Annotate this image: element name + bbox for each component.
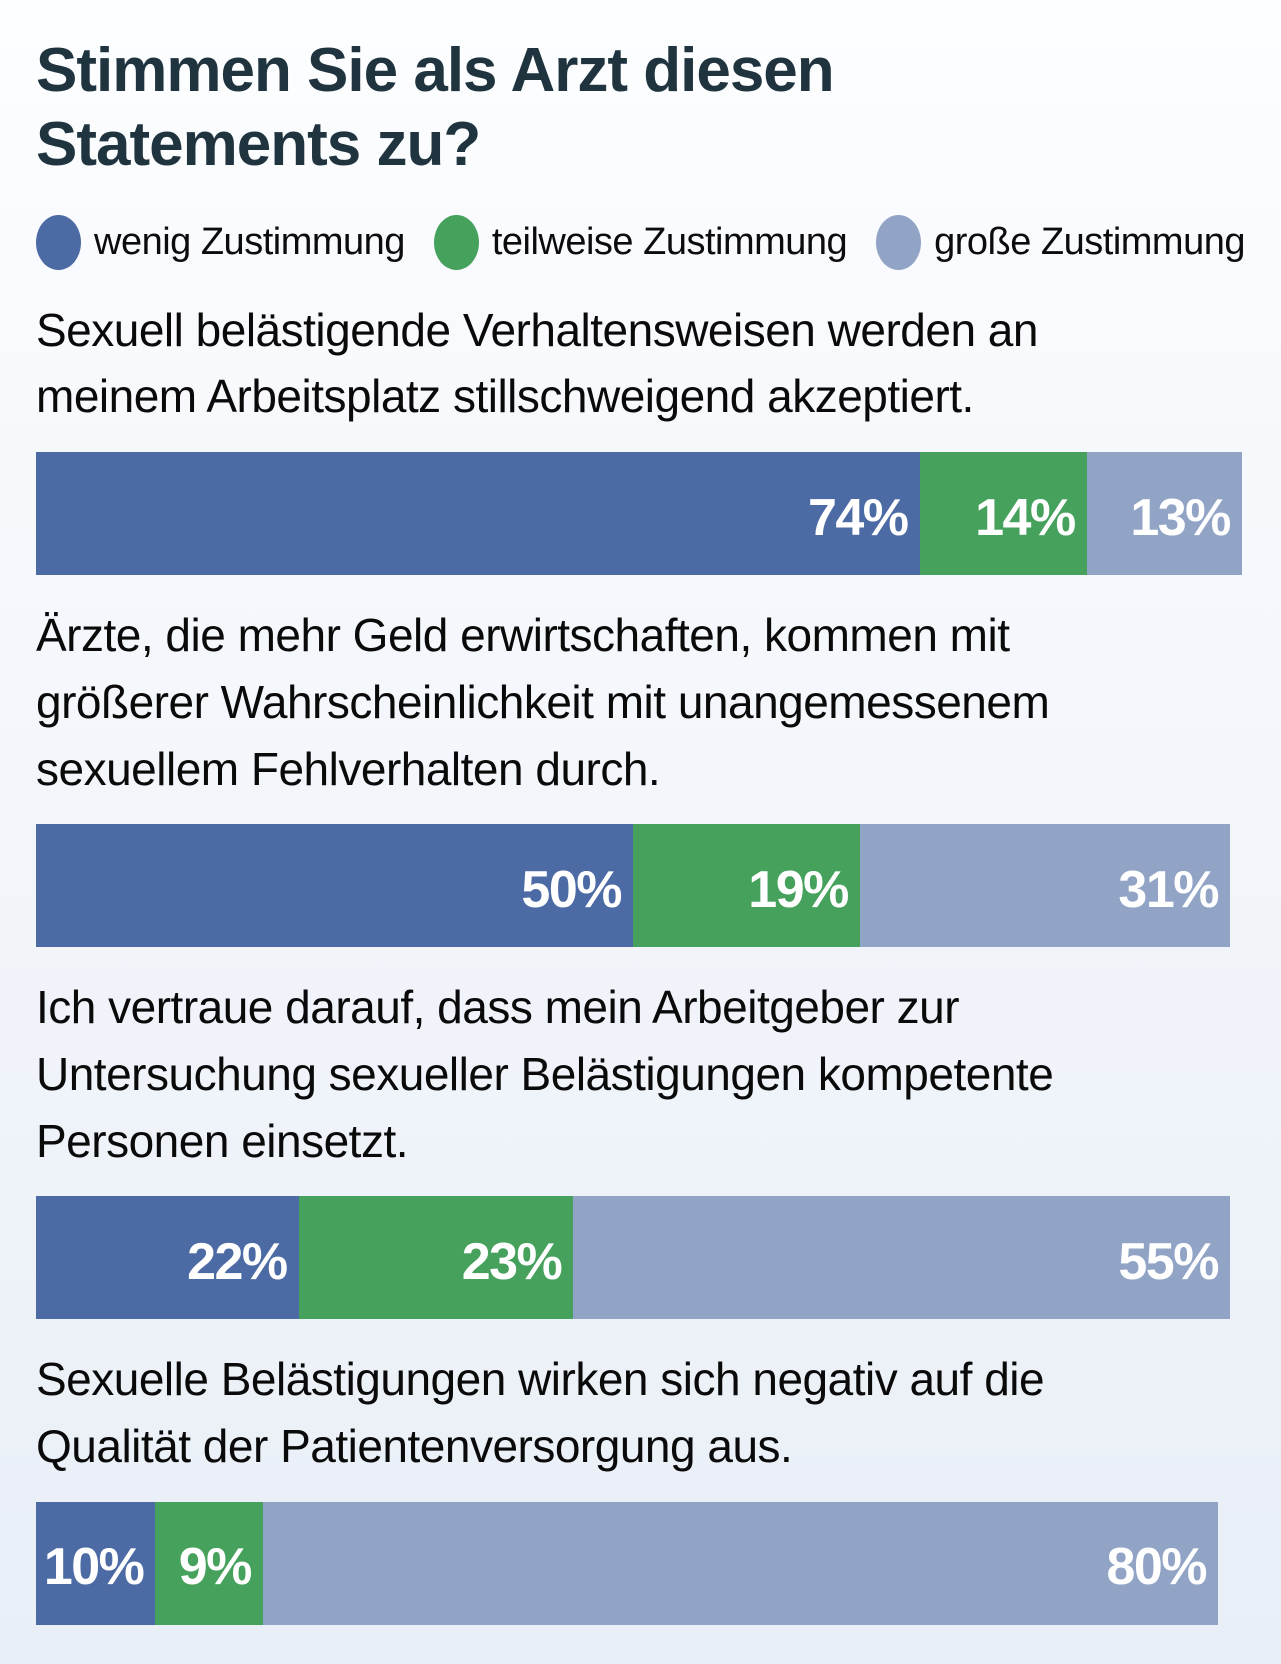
legend: wenig Zustimmung teilweise Zustimmung gr… bbox=[36, 214, 1245, 270]
segment-value-label: 74% bbox=[807, 488, 909, 547]
bar-segment-grosse: 55% bbox=[573, 1196, 1230, 1320]
color-swatch-icon bbox=[433, 214, 479, 270]
bar-segment-teilweise: 9% bbox=[155, 1501, 263, 1625]
stacked-bar: 10% 9% 80% bbox=[36, 1501, 1219, 1625]
bar-segment-grosse: 80% bbox=[262, 1501, 1219, 1625]
stacked-bar: 74% 14% 13% bbox=[36, 452, 1242, 576]
statement-text: Ich vertraue darauf, dass mein Arbeitgeb… bbox=[36, 981, 1054, 1167]
stacked-bar: 22% 23% 55% bbox=[36, 1196, 1230, 1320]
bar-segment-wenig: 74% bbox=[36, 452, 920, 576]
legend-label: wenig Zustimmung bbox=[94, 220, 405, 263]
bar-segment-wenig: 10% bbox=[36, 1501, 156, 1625]
legend-label: teilweise Zustimmung bbox=[491, 220, 848, 263]
page-title: Stimmen Sie als Arzt diesen Statements z… bbox=[36, 36, 835, 180]
statement-text: Sexuelle Belästigungen wirken sich negat… bbox=[36, 1353, 1045, 1472]
segment-value-label: 22% bbox=[187, 1232, 288, 1291]
legend-item-grosse: große Zustimmung bbox=[876, 214, 1245, 270]
segment-value-label: 80% bbox=[1106, 1538, 1207, 1597]
bar-segment-teilweise: 19% bbox=[633, 824, 860, 948]
bar-segment-teilweise: 23% bbox=[298, 1196, 574, 1320]
bar-segment-grosse: 31% bbox=[859, 824, 1230, 948]
segment-value-label: 19% bbox=[748, 860, 849, 919]
statement-text: Sexuell belästigende Verhaltensweisen we… bbox=[36, 303, 1038, 423]
segment-value-label: 10% bbox=[43, 1538, 145, 1597]
segment-value-label: 23% bbox=[461, 1232, 563, 1291]
segment-value-label: 13% bbox=[1130, 488, 1231, 547]
segment-value-label: 31% bbox=[1118, 860, 1219, 919]
legend-label: große Zustimmung bbox=[934, 220, 1245, 263]
stacked-bar: 50% 19% 31% bbox=[36, 824, 1230, 948]
segment-value-label: 50% bbox=[521, 860, 622, 919]
bar-segment-wenig: 50% bbox=[36, 824, 633, 948]
segment-value-label: 55% bbox=[1118, 1232, 1219, 1291]
segment-value-label: 14% bbox=[975, 488, 1076, 547]
legend-item-teilweise: teilweise Zustimmung bbox=[433, 214, 848, 270]
color-swatch-icon bbox=[876, 214, 922, 270]
bar-segment-teilweise: 14% bbox=[919, 452, 1087, 576]
legend-item-wenig: wenig Zustimmung bbox=[36, 214, 405, 270]
bar-segment-grosse: 13% bbox=[1086, 452, 1242, 576]
color-swatch-icon bbox=[36, 214, 81, 270]
segment-value-label: 9% bbox=[178, 1538, 253, 1597]
statement-text: Ärzte, die mehr Geld erwirtschaften, kom… bbox=[36, 609, 1050, 795]
bar-segment-wenig: 22% bbox=[36, 1196, 299, 1320]
